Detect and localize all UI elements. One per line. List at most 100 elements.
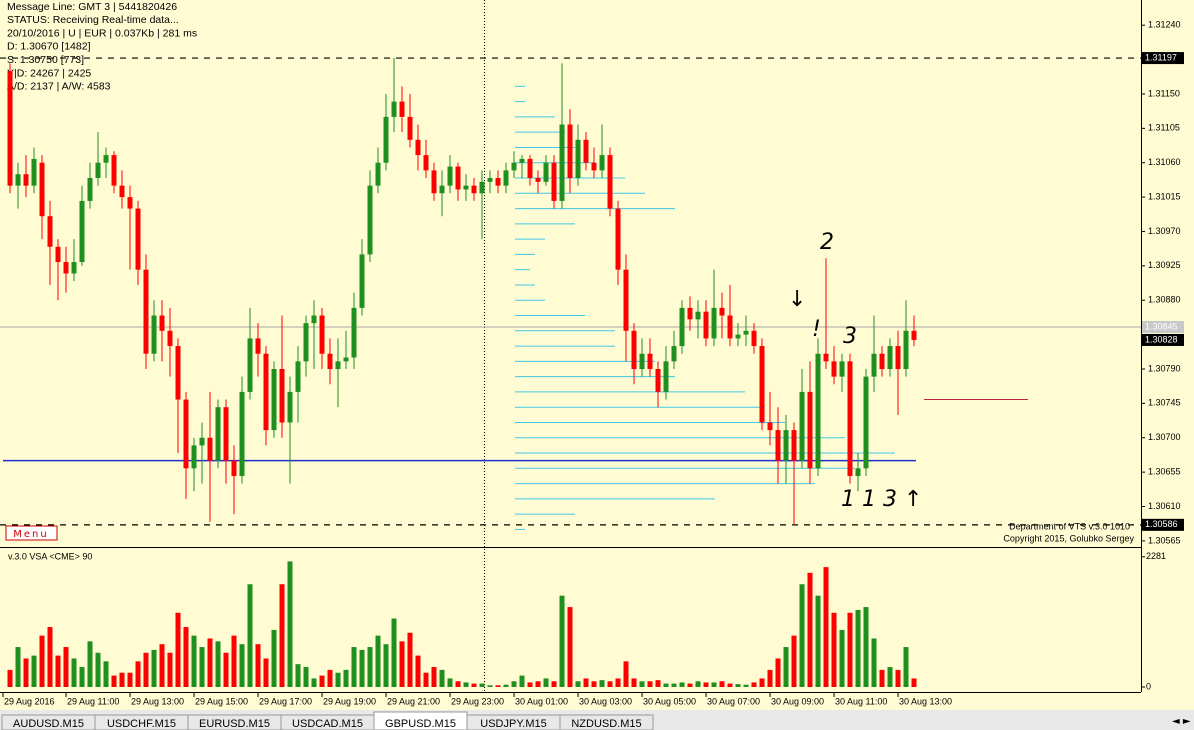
- candle-body: [223, 407, 229, 461]
- status-line: STATUS: Receiving Real-time data...: [7, 14, 179, 26]
- x-tick-label: 29 Aug 2016: [4, 696, 55, 706]
- candle-body: [359, 254, 365, 308]
- x-tick-label: 29 Aug 11:00: [67, 696, 119, 706]
- x-tick-label: 29 Aug 13:00: [131, 696, 184, 706]
- candle-body: [735, 334, 741, 339]
- y-tick-label: 1.30970: [1148, 226, 1181, 236]
- x-tick-label: 29 Aug 21:00: [387, 696, 440, 706]
- candle-body: [751, 330, 757, 347]
- status-line: S: 1.30750 [773]: [7, 54, 84, 66]
- volume-bar: [319, 675, 325, 687]
- candle-body: [479, 181, 485, 194]
- volume-bar: [15, 647, 21, 687]
- x-tick-label: 30 Aug 07:00: [707, 696, 760, 706]
- volume-bar: [591, 681, 597, 687]
- volume-bar: [191, 635, 197, 687]
- candle-body: [551, 162, 557, 201]
- annotation: ↓: [788, 287, 806, 312]
- x-tick-label: 29 Aug 17:00: [259, 696, 312, 706]
- tab-label[interactable]: AUDUSD.M15: [13, 718, 84, 730]
- candle-body: [47, 216, 53, 247]
- volume-bar: [815, 595, 821, 687]
- x-tick-label: 30 Aug 11:00: [835, 696, 887, 706]
- annotation: 1 1 3: [841, 487, 897, 512]
- candle-body: [847, 361, 853, 476]
- tab-label[interactable]: USDCAD.M15: [292, 718, 363, 730]
- status-line: Message Line: GMT 3 | 5441820426: [7, 1, 177, 13]
- volume-bar: [839, 629, 845, 687]
- candle-body: [87, 178, 93, 201]
- volume-bar: [615, 678, 621, 687]
- y-tick-label: 2281: [1146, 551, 1166, 561]
- volume-bar: [415, 655, 421, 687]
- candle-body: [327, 353, 333, 369]
- candle-body: [799, 391, 805, 461]
- volume-bar: [751, 682, 757, 687]
- volume-bar: [631, 678, 637, 687]
- candle-body: [407, 116, 413, 140]
- volume-bar: [575, 681, 581, 687]
- volume-bar: [175, 612, 181, 687]
- candle-body: [743, 330, 749, 335]
- candle-body: [759, 346, 765, 423]
- volume-bar: [399, 641, 405, 687]
- volume-bar: [495, 685, 501, 687]
- volume-bar: [879, 669, 885, 687]
- candle-body: [495, 178, 501, 186]
- y-tick-label: 1.30700: [1148, 432, 1181, 442]
- y-tick-label: 1.31105: [1148, 123, 1180, 133]
- tab[interactable]: [559, 714, 654, 730]
- candle-body: [511, 162, 517, 171]
- menu-label[interactable]: Menu: [13, 529, 48, 540]
- candle-body: [855, 468, 861, 476]
- price-label-box: [1142, 518, 1184, 531]
- watermark: Department of VTS v.3.0 1010: [1009, 521, 1130, 531]
- candle-body: [631, 330, 637, 369]
- volume-bar: [215, 641, 221, 687]
- price-label: 1.30828: [1145, 334, 1178, 344]
- y-tick-label: 1.31015: [1148, 191, 1181, 201]
- candle-body: [543, 162, 549, 182]
- volume-bar: [271, 629, 277, 687]
- volume-bar: [311, 678, 317, 687]
- volume-bar: [31, 655, 37, 687]
- volume-bar: [47, 627, 53, 687]
- volume-bar: [71, 658, 77, 687]
- volume-bar: [887, 667, 893, 687]
- candle-body: [423, 155, 429, 171]
- volume-bar: [383, 644, 389, 687]
- volume-bar: [95, 652, 101, 687]
- candle-body: [63, 262, 69, 274]
- tab-label[interactable]: USDJPY.M15: [480, 718, 546, 730]
- volume-bar: [519, 675, 525, 687]
- price-label: 1.30586: [1145, 519, 1178, 529]
- scroll-arrows[interactable]: ◄ ►: [1172, 716, 1191, 727]
- candle-body: [639, 353, 645, 369]
- tab-label[interactable]: USDCHF.M15: [107, 718, 176, 730]
- candle-body: [207, 437, 213, 461]
- y-tick-label: 0: [1146, 681, 1151, 691]
- volume-bar: [895, 669, 901, 687]
- tab-label[interactable]: EURUSD.M15: [199, 718, 270, 730]
- y-tick-label: 1.30880: [1148, 295, 1181, 305]
- volume-bar: [303, 667, 309, 687]
- volume-bar: [407, 632, 413, 687]
- annotation: ↑: [904, 487, 922, 512]
- candle-body: [895, 346, 901, 369]
- x-tick-label: 29 Aug 19:00: [323, 696, 376, 706]
- tab-label[interactable]: GBPUSD.M15: [385, 718, 456, 730]
- candle-body: [295, 361, 301, 392]
- volume-bar: [247, 584, 253, 687]
- menu-button[interactable]: [5, 525, 58, 541]
- volume-bar: [799, 584, 805, 687]
- candle-body: [879, 353, 885, 369]
- volume-bar: [223, 652, 229, 687]
- volume-bar: [79, 667, 85, 687]
- volume-bar: [447, 678, 453, 687]
- candle-body: [583, 139, 589, 163]
- volume-bar: [263, 658, 269, 687]
- tab-label[interactable]: NZDUSD.M15: [571, 718, 641, 730]
- volume-bar: [855, 609, 861, 687]
- volume-bar: [279, 584, 285, 687]
- candle-body: [575, 139, 581, 179]
